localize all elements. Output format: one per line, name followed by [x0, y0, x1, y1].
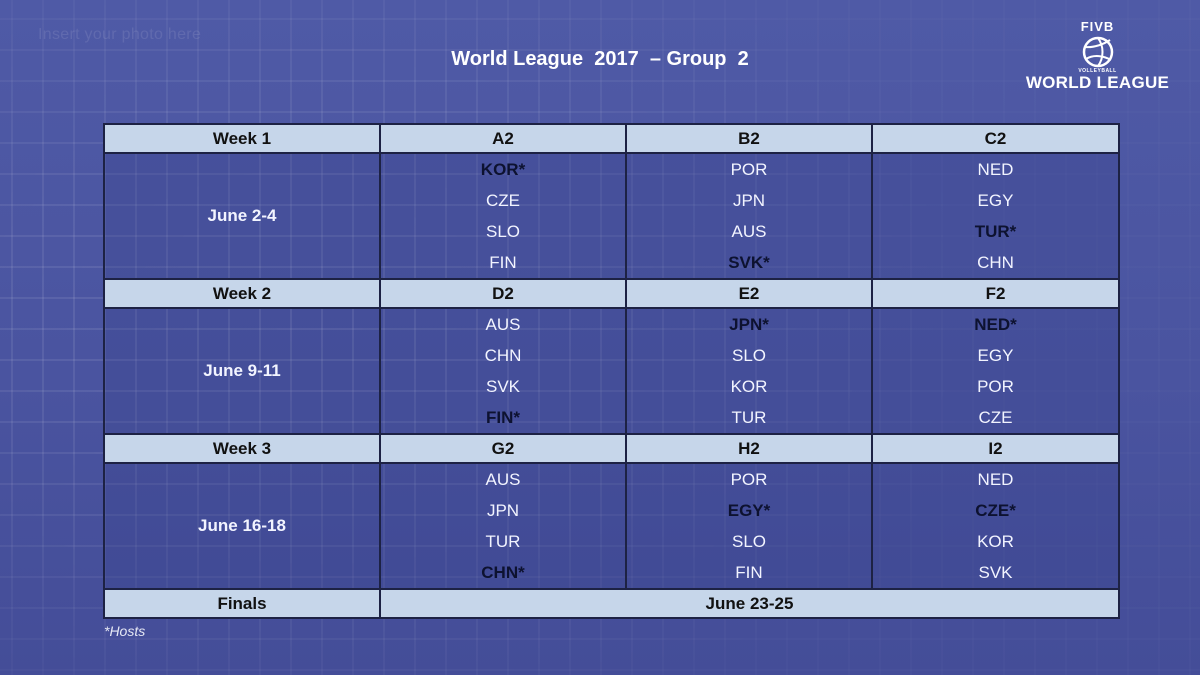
- logo-world-league-text: WORLD LEAGUE: [1025, 73, 1170, 92]
- finals-row: Finals June 23-25: [103, 588, 1120, 619]
- team: CZE: [978, 407, 1013, 427]
- pool-name: E2: [625, 278, 873, 309]
- team: CZE: [486, 190, 520, 210]
- pool-name: H2: [625, 433, 873, 464]
- pool-name: A2: [379, 123, 627, 154]
- pool-name: G2: [379, 433, 627, 464]
- world-league-logo: FIVB VOLLEYBALL WORLD LEAGUE: [1005, 20, 1190, 100]
- pool-teams-cell: JPN* SLO KOR TUR: [625, 307, 873, 435]
- team: AUS: [485, 469, 521, 489]
- team: NED: [977, 469, 1014, 489]
- team: SLO: [485, 221, 521, 241]
- team: EGY: [977, 190, 1014, 210]
- logo-volleyball-text: VOLLEYBALL: [1078, 68, 1117, 74]
- pool-teams-cell: AUS CHN SVK FIN*: [379, 307, 627, 435]
- host-team: EGY*: [727, 500, 771, 520]
- host-team: FIN*: [486, 407, 520, 427]
- host-team: TUR*: [974, 221, 1017, 241]
- team: CHN: [977, 252, 1014, 272]
- finals-label: Finals: [103, 588, 381, 619]
- team: EGY: [977, 345, 1014, 365]
- week-label: Week 3: [103, 433, 381, 464]
- schedule-table: Week 1 A2 B2 C2 June 2-4 KOR* CZE SLO FIN POR JPN A…: [103, 123, 1120, 619]
- week-label: Week 2: [103, 278, 381, 309]
- team-list: JPN* SLO KOR TUR: [627, 309, 871, 433]
- team-list: POR JPN AUS SVK*: [627, 154, 871, 278]
- team: SLO: [731, 531, 767, 551]
- team-list: NED CZE* KOR SVK: [873, 464, 1118, 588]
- team: POR: [977, 376, 1014, 396]
- team: JPN: [732, 190, 766, 210]
- team-list: NED EGY TUR* CHN: [873, 154, 1118, 278]
- pool-teams-cell: KOR* CZE SLO FIN: [379, 152, 627, 280]
- pool-name: F2: [871, 278, 1120, 309]
- week-teams-row: June 2-4 KOR* CZE SLO FIN POR JPN AUS SVK* NED EGY…: [103, 152, 1120, 280]
- team: SVK: [485, 376, 521, 396]
- team: JPN: [486, 500, 520, 520]
- finals-dates: June 23-25: [379, 588, 1120, 619]
- logo-fivb-text: FIVB: [1080, 19, 1115, 34]
- week-dates: June 9-11: [103, 307, 381, 435]
- team: TUR: [731, 407, 767, 427]
- week-dates: June 2-4: [103, 152, 381, 280]
- team: POR: [730, 159, 768, 179]
- host-team: CHN*: [481, 562, 525, 582]
- team: POR: [730, 469, 768, 489]
- team: KOR: [730, 376, 768, 396]
- team-list: AUS CHN SVK FIN*: [381, 309, 625, 433]
- team: AUS: [731, 221, 767, 241]
- team-list: NED* EGY POR CZE: [873, 309, 1118, 433]
- team-list: KOR* CZE SLO FIN: [381, 154, 625, 278]
- week-label: Week 1: [103, 123, 381, 154]
- team: SVK: [978, 562, 1013, 582]
- host-team: CZE*: [975, 500, 1016, 520]
- team: KOR: [977, 531, 1014, 551]
- pool-teams-cell: AUS JPN TUR CHN*: [379, 462, 627, 590]
- team: AUS: [485, 314, 521, 334]
- week-header-row: Week 1 A2 B2 C2: [103, 123, 1120, 154]
- team: FIN: [735, 562, 763, 582]
- pool-teams-cell: NED* EGY POR CZE: [871, 307, 1120, 435]
- team-list: POR EGY* SLO FIN: [627, 464, 871, 588]
- team: TUR: [485, 531, 521, 551]
- week-dates: June 16-18: [103, 462, 381, 590]
- team: FIN: [489, 252, 517, 272]
- pool-name: C2: [871, 123, 1120, 154]
- pool-teams-cell: NED EGY TUR* CHN: [871, 152, 1120, 280]
- pool-name: D2: [379, 278, 627, 309]
- team: NED: [977, 159, 1014, 179]
- photo-placeholder-text: Insert your photo here: [38, 26, 202, 43]
- week-teams-row: June 16-18 AUS JPN TUR CHN* POR EGY* SLO FIN NED C…: [103, 462, 1120, 590]
- host-team: SVK*: [728, 252, 770, 272]
- hosts-footnote: *Hosts: [104, 623, 146, 639]
- team: CHN: [484, 345, 522, 365]
- pool-teams-cell: POR JPN AUS SVK*: [625, 152, 873, 280]
- team-list: AUS JPN TUR CHN*: [381, 464, 625, 588]
- pool-teams-cell: POR EGY* SLO FIN: [625, 462, 873, 590]
- host-team: KOR*: [480, 159, 526, 179]
- host-team: NED*: [974, 314, 1017, 334]
- pool-name: I2: [871, 433, 1120, 464]
- week-header-row: Week 2 D2 E2 F2: [103, 278, 1120, 309]
- team: SLO: [731, 345, 767, 365]
- pool-name: B2: [625, 123, 873, 154]
- slide-title: World League 2017 – Group 2: [451, 48, 749, 70]
- week-teams-row: June 9-11 AUS CHN SVK FIN* JPN* SLO KOR TUR NED* E…: [103, 307, 1120, 435]
- week-header-row: Week 3 G2 H2 I2: [103, 433, 1120, 464]
- pool-teams-cell: NED CZE* KOR SVK: [871, 462, 1120, 590]
- volleyball-icon: [1082, 36, 1113, 68]
- host-team: JPN*: [729, 314, 769, 334]
